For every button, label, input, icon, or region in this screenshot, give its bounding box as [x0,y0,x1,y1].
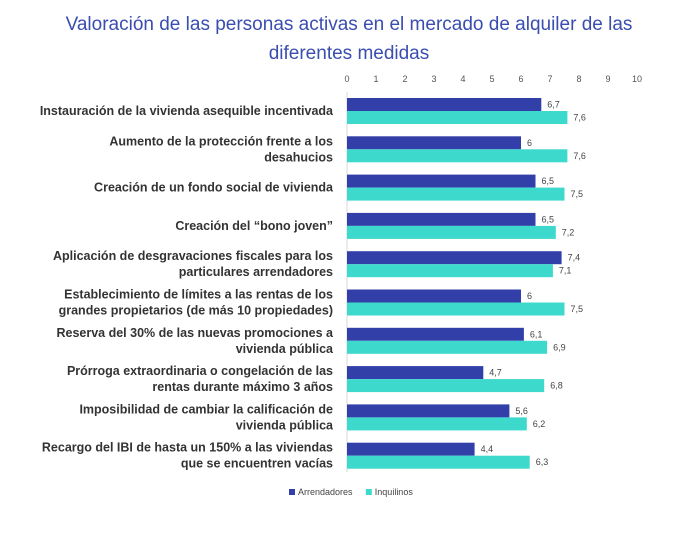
category-label: vivienda pública [236,418,334,432]
bar-inquilinos [347,264,553,278]
bar-inquilinos [347,149,568,163]
category-label: Recargo del IBI de hasta un 150% a las v… [42,441,333,455]
data-label: 6,7 [547,100,560,110]
legend-swatch [365,489,372,495]
bar-arrendadores [347,174,536,188]
x-tick-label: 7 [547,74,552,84]
category-label: Prórroga extraordinaria o congelación de… [67,364,333,378]
x-tick-label: 8 [576,74,581,84]
data-label: 5,6 [515,406,528,416]
category-label: Creación del “bono joven” [175,219,333,233]
category-label: Reserva del 30% de las nuevas promocione… [56,326,334,340]
title-line: Valoración de las personas activas en el… [65,14,633,35]
bar-inquilinos [347,417,527,431]
bar-inquilinos [347,225,556,239]
category-label: grandes propietarios (de más 10 propieda… [59,304,333,318]
category-label: que se encuentren vacías [181,457,333,471]
x-tick-label: 2 [402,74,407,84]
data-label: 6,2 [533,419,546,429]
bar-arrendadores [347,404,510,418]
title-line: diferentes medidas [268,43,430,64]
data-label: 6 [527,138,532,148]
bar-arrendadores [347,442,475,456]
bar-arrendadores [347,98,542,111]
data-label: 6,3 [536,457,549,467]
bar-inquilinos [347,111,568,124]
category-label: Instauración de la vivienda asequible in… [40,104,334,118]
bar-arrendadores [347,366,484,380]
bar-inquilinos [347,455,530,469]
category-label: Creación de un fondo social de vivienda [94,181,334,195]
category-label: vivienda pública [236,342,334,356]
x-tick-label: 0 [344,74,349,84]
bar-arrendadores [347,251,562,265]
bar-inquilinos [347,379,545,393]
category-label: Aplicación de desgravaciones fiscales pa… [53,249,333,263]
x-tick-label: 10 [632,74,642,84]
chart-title: Valoración de las personas activas en el… [0,10,698,68]
category-label: desahucios [264,150,333,164]
category-label: Imposibilidad de cambiar la calificación… [79,402,333,416]
category-label: rentas durante máximo 3 años [152,380,333,394]
data-label: 7,5 [571,304,584,314]
bar-arrendadores [347,212,536,226]
bar-inquilinos [347,340,548,354]
x-tick-label: 4 [460,74,465,84]
data-label: 6,1 [530,329,543,339]
bar-inquilinos [347,302,565,316]
data-label: 6 [527,291,532,301]
bar-arrendadores [347,289,521,303]
bar-arrendadores [347,327,524,341]
data-label: 4,7 [489,368,502,378]
x-tick-label: 6 [518,74,523,84]
data-label: 7,1 [559,266,572,276]
data-label: 6,9 [553,342,566,352]
data-label: 6,5 [542,214,555,224]
category-label: Aumento de la protección frente a los [109,134,333,148]
data-label: 7,5 [571,189,584,199]
legend-swatch [289,489,295,495]
x-tick-label: 5 [489,74,494,84]
category-label: particulares arrendadores [179,265,333,279]
x-tick-label: 1 [373,74,378,84]
x-tick-label: 3 [431,74,436,84]
bar-inquilinos [347,187,565,201]
data-label: 7,6 [573,113,586,123]
data-label: 6,8 [550,381,563,391]
data-label: 4,4 [481,444,494,454]
data-label: 6,5 [542,176,555,186]
legend-label: Arrendadores [298,487,353,497]
category-label: Establecimiento de límites a las rentas … [64,288,333,302]
bar-arrendadores [347,136,521,150]
data-label: 7,2 [562,227,575,237]
data-label: 7,4 [568,253,581,263]
data-label: 7,6 [573,151,586,161]
x-tick-label: 9 [605,74,610,84]
legend-label: Inquilinos [375,487,414,497]
